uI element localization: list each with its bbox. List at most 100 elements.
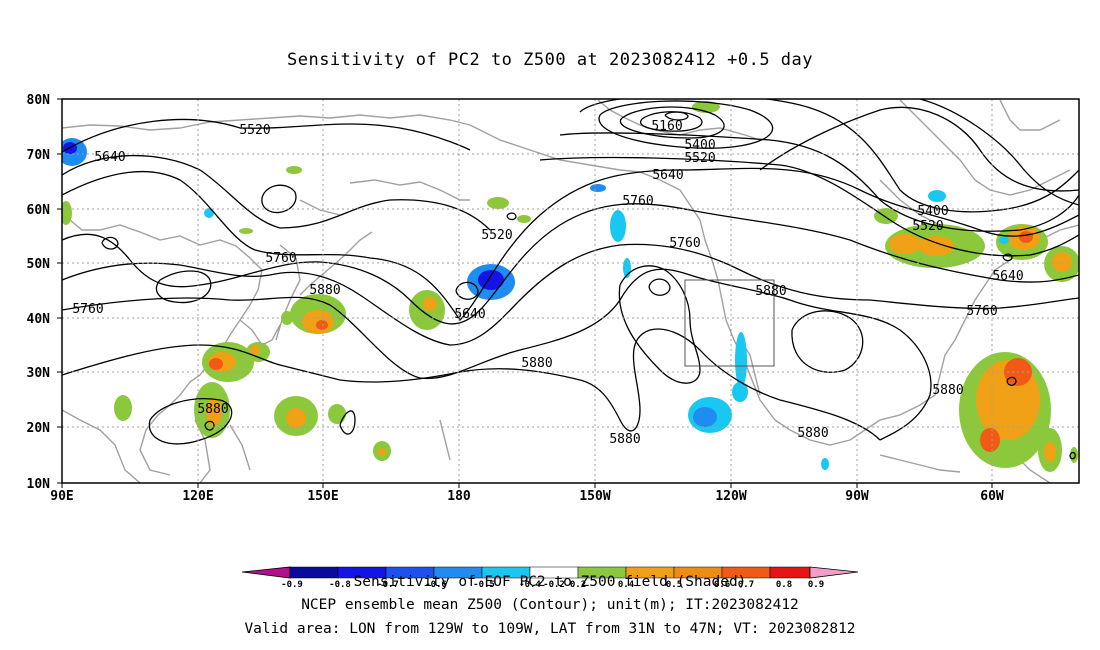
contour-label: 5760 — [622, 194, 653, 209]
lat-label: 30N — [27, 366, 51, 381]
lon-label: 60W — [980, 489, 1004, 504]
gridlines — [62, 99, 1079, 483]
colorbar-right-arrow — [809, 566, 859, 579]
shade-blob — [378, 448, 386, 456]
shade-blob — [250, 345, 260, 355]
lat-label: 70N — [27, 148, 51, 163]
lon-label: 120E — [182, 489, 213, 504]
contour-label: 5400 — [917, 204, 948, 219]
colorbar-tick: 0.4 — [618, 580, 635, 590]
contour-label: 5520 — [912, 219, 943, 234]
colorbar-tick: -0.6 — [425, 580, 447, 590]
shade-blob — [1070, 447, 1078, 463]
shade-blob — [316, 320, 328, 330]
shade-blob — [1019, 231, 1033, 243]
lat-label: 60N — [27, 203, 51, 218]
contour-label: 5880 — [932, 383, 963, 398]
contour-label: 5640 — [94, 150, 125, 165]
contour-label: 5400 — [684, 138, 715, 153]
lon-label: 90W — [845, 489, 869, 504]
colorbar-title: Sensitivity of EOF PC2 to Z500 field (Sh… — [353, 574, 747, 590]
lat-label: 40N — [27, 312, 51, 327]
lon-label: 180 — [447, 489, 471, 504]
lon-label: 150E — [307, 489, 338, 504]
shade-blob — [286, 408, 306, 428]
colorbar: -0.9 -0.8 -0.7 -0.6 -0.5 -0.4 -0.2 0.2 0… — [241, 566, 859, 590]
contour-label: 5520 — [239, 123, 270, 138]
shade-blob — [1052, 252, 1072, 272]
colorbar-tick: 0.9 — [808, 580, 824, 590]
shade-blob — [918, 236, 954, 256]
shade-blob — [239, 228, 253, 234]
lon-labels: 90E 120E 150E 180 150W 120W 90W 60W — [50, 489, 1004, 504]
colorbar-tick: -0.2 — [543, 580, 565, 590]
contour-label: 5640 — [992, 269, 1023, 284]
colorbar-tick: -0.7 — [377, 580, 399, 590]
shade-blob — [610, 210, 626, 242]
shade-blob — [478, 270, 504, 290]
valid-area-box — [684, 279, 775, 367]
colorbar-tick: -0.4 — [519, 580, 541, 590]
shade-blob — [928, 190, 946, 202]
shade-blob — [114, 395, 132, 421]
shade-blob — [732, 382, 748, 402]
footer-valid-area: Valid area: LON from 129W to 109W, LAT f… — [244, 621, 856, 637]
tick-marks — [57, 98, 993, 488]
contour-label: 5640 — [454, 307, 485, 322]
shade-blob — [206, 398, 222, 426]
contour-label: 5880 — [309, 283, 340, 298]
shade-blob — [821, 458, 829, 470]
contour-label: 5640 — [652, 168, 683, 183]
lat-label: 20N — [27, 421, 51, 436]
colorbar-tick: 0.8 — [776, 580, 792, 590]
contour-label: 5880 — [797, 426, 828, 441]
contour-label: 5760 — [669, 236, 700, 251]
lon-label: 90E — [50, 489, 73, 504]
contour-labels: 5520 5640 5160 5400 5520 5640 5760 5400 … — [72, 119, 1023, 447]
lat-labels: 80N 70N 60N 50N 40N 30N 20N 10N — [27, 93, 51, 492]
contour-label: 5160 — [651, 119, 682, 134]
contour-label: 5880 — [609, 432, 640, 447]
shade-blob — [423, 297, 437, 311]
shade-blob — [328, 404, 346, 424]
shade-blob — [286, 166, 302, 174]
plot-frame — [61, 98, 1080, 484]
colorbar-tick: 0.7 — [738, 580, 754, 590]
contour-label: 5880 — [755, 284, 786, 299]
contour-label: 5520 — [481, 228, 512, 243]
footer-contour-info: NCEP ensemble mean Z500 (Contour); unit(… — [301, 597, 799, 613]
shade-blob — [590, 184, 606, 192]
shade-blob — [999, 236, 1009, 244]
colorbar-ticks: -0.9 -0.8 -0.7 -0.6 -0.5 -0.4 -0.2 0.2 0… — [281, 580, 824, 590]
lat-label: 50N — [27, 257, 51, 272]
colorbar-tick: -0.9 — [281, 580, 303, 590]
shade-blob — [693, 407, 717, 427]
colorbar-tick: -0.5 — [473, 580, 495, 590]
map-title: Sensitivity of PC2 to Z500 at 2023082412… — [286, 50, 813, 70]
contour-label: 5520 — [684, 151, 715, 166]
colorbar-tick: 0.5 — [666, 580, 682, 590]
contour-label: 5760 — [72, 302, 103, 317]
colorbar-tick: 0.6 — [714, 580, 730, 590]
contour-label: 5880 — [521, 356, 552, 371]
shade-blob — [62, 201, 72, 225]
shade-blob — [209, 358, 223, 370]
shade-blob — [889, 234, 921, 254]
lon-label: 150W — [579, 489, 610, 504]
z500-contours — [62, 99, 1079, 460]
colorbar-tick: 0.2 — [570, 580, 586, 590]
shade-blob — [735, 332, 747, 388]
shade-blob — [980, 428, 1000, 452]
contour-label: 5760 — [966, 304, 997, 319]
contour-label: 5760 — [265, 251, 296, 266]
shade-blob — [874, 208, 898, 224]
colorbar-tick: -0.8 — [329, 580, 351, 590]
sensitivity-shading — [62, 101, 1079, 472]
lat-label: 80N — [27, 93, 51, 108]
contour-label: 5880 — [197, 402, 228, 417]
shade-blob — [487, 197, 509, 209]
shade-blob — [517, 215, 531, 223]
lon-label: 120W — [715, 489, 746, 504]
lat-label: 10N — [27, 477, 51, 492]
